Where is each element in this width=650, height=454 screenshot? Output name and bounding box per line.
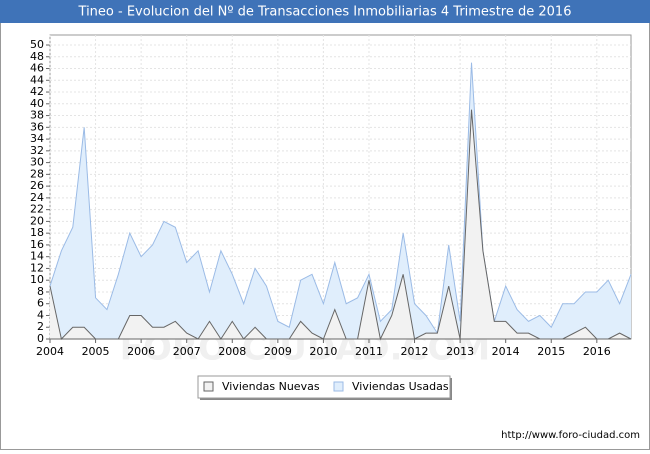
line xyxy=(49,62,632,335)
x-tick-label: 2015 xyxy=(537,345,565,358)
y-tick-label: 8 xyxy=(37,285,44,298)
y-tick-label: 46 xyxy=(30,62,44,75)
y-tick-label: 2 xyxy=(37,320,44,333)
y-tick-label: 30 xyxy=(30,156,44,169)
y-tick-label: 34 xyxy=(30,132,44,145)
x-tick-label: 2012 xyxy=(401,345,429,358)
y-tick-label: 42 xyxy=(30,85,44,98)
y-tick-label: 18 xyxy=(30,226,44,239)
y-tick-label: 32 xyxy=(30,144,44,157)
chart-title: Tineo - Evolucion del Nº de Transaccione… xyxy=(78,5,572,20)
y-tick-label: 24 xyxy=(30,191,44,204)
y-tick-label: 50 xyxy=(30,38,44,51)
y-tick-label: 14 xyxy=(30,250,44,263)
legend xyxy=(197,375,451,399)
y-tick-label: 4 xyxy=(37,308,44,321)
x-tick-label: 2014 xyxy=(492,345,520,358)
legend-swatch xyxy=(333,381,344,392)
y-tick-label: 40 xyxy=(30,97,44,110)
x-tick-label: 2010 xyxy=(309,345,337,358)
x-tick-label: 2007 xyxy=(173,345,201,358)
x-tick-label: 2009 xyxy=(264,345,292,358)
y-tick-label: 20 xyxy=(30,214,44,227)
y-tick-label: 12 xyxy=(30,261,44,274)
y-tick-label: 22 xyxy=(30,203,44,216)
x-tick-label: 2004 xyxy=(36,345,64,358)
line xyxy=(49,109,632,341)
x-tick-label: 2006 xyxy=(127,345,155,358)
y-tick-label: 26 xyxy=(30,179,44,192)
source: http://www.foro-ciudad.com xyxy=(501,430,640,441)
y-tick-label: 16 xyxy=(30,238,44,251)
legend-label: Viviendas Usadas xyxy=(352,380,449,393)
x-tick-label: 2011 xyxy=(355,345,383,358)
x-tick-label: 2016 xyxy=(583,345,611,358)
y-tick-label: 10 xyxy=(30,273,44,286)
y-tick-label: 38 xyxy=(30,109,44,122)
area xyxy=(50,109,631,340)
y-tick-label: 6 xyxy=(37,297,44,310)
legend-swatch xyxy=(203,381,214,392)
x-tick-label: 2005 xyxy=(82,345,110,358)
x-tick-label: 2013 xyxy=(446,345,474,358)
legend-label: Viviendas Nuevas xyxy=(222,380,320,393)
y-tick-label: 28 xyxy=(30,167,44,180)
x-tick-label: 2008 xyxy=(218,345,246,358)
y-tick-label: 48 xyxy=(30,50,44,63)
y-tick-label: 36 xyxy=(30,120,44,133)
y-tick-label: 44 xyxy=(30,73,44,86)
y-tick-label: 0 xyxy=(37,332,44,345)
title-bar xyxy=(0,0,650,23)
